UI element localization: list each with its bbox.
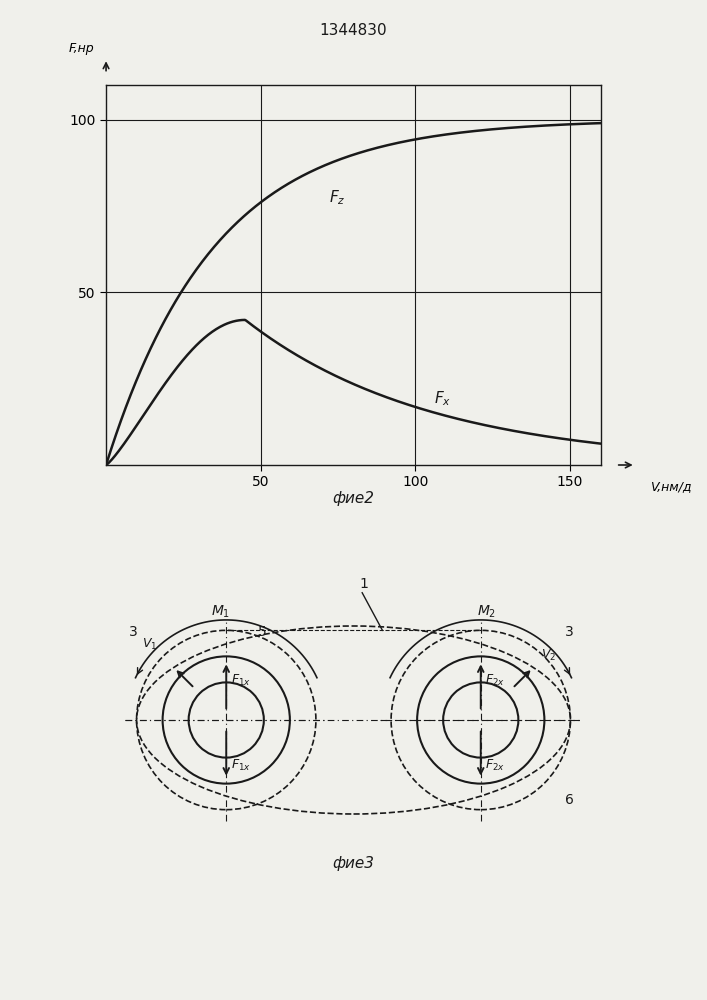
Text: V,нм/д: V,нм/д (650, 480, 692, 493)
Text: 3: 3 (129, 625, 138, 639)
Text: $F_{1x}$: $F_{1x}$ (231, 673, 251, 688)
Text: фие3: фие3 (332, 856, 375, 871)
Text: $F_{2x}$: $F_{2x}$ (486, 673, 506, 688)
Text: $F_{2x}$: $F_{2x}$ (486, 758, 506, 773)
Text: 3: 3 (565, 625, 573, 639)
Text: $M_2$: $M_2$ (477, 603, 496, 620)
Text: 6: 6 (565, 793, 573, 807)
Text: фие2: фие2 (332, 491, 375, 506)
Text: $M_1$: $M_1$ (211, 603, 230, 620)
Text: 5: 5 (258, 625, 267, 639)
Text: $V_1$: $V_1$ (142, 637, 158, 652)
Text: $V_2$: $V_2$ (542, 648, 556, 663)
Text: 1344830: 1344830 (320, 23, 387, 38)
Text: $F_{1x}$: $F_{1x}$ (231, 758, 251, 773)
Text: F,нр: F,нр (69, 42, 94, 55)
Text: $F_z$: $F_z$ (329, 188, 345, 207)
Text: 1: 1 (359, 577, 368, 591)
Text: $F_x$: $F_x$ (434, 389, 451, 408)
